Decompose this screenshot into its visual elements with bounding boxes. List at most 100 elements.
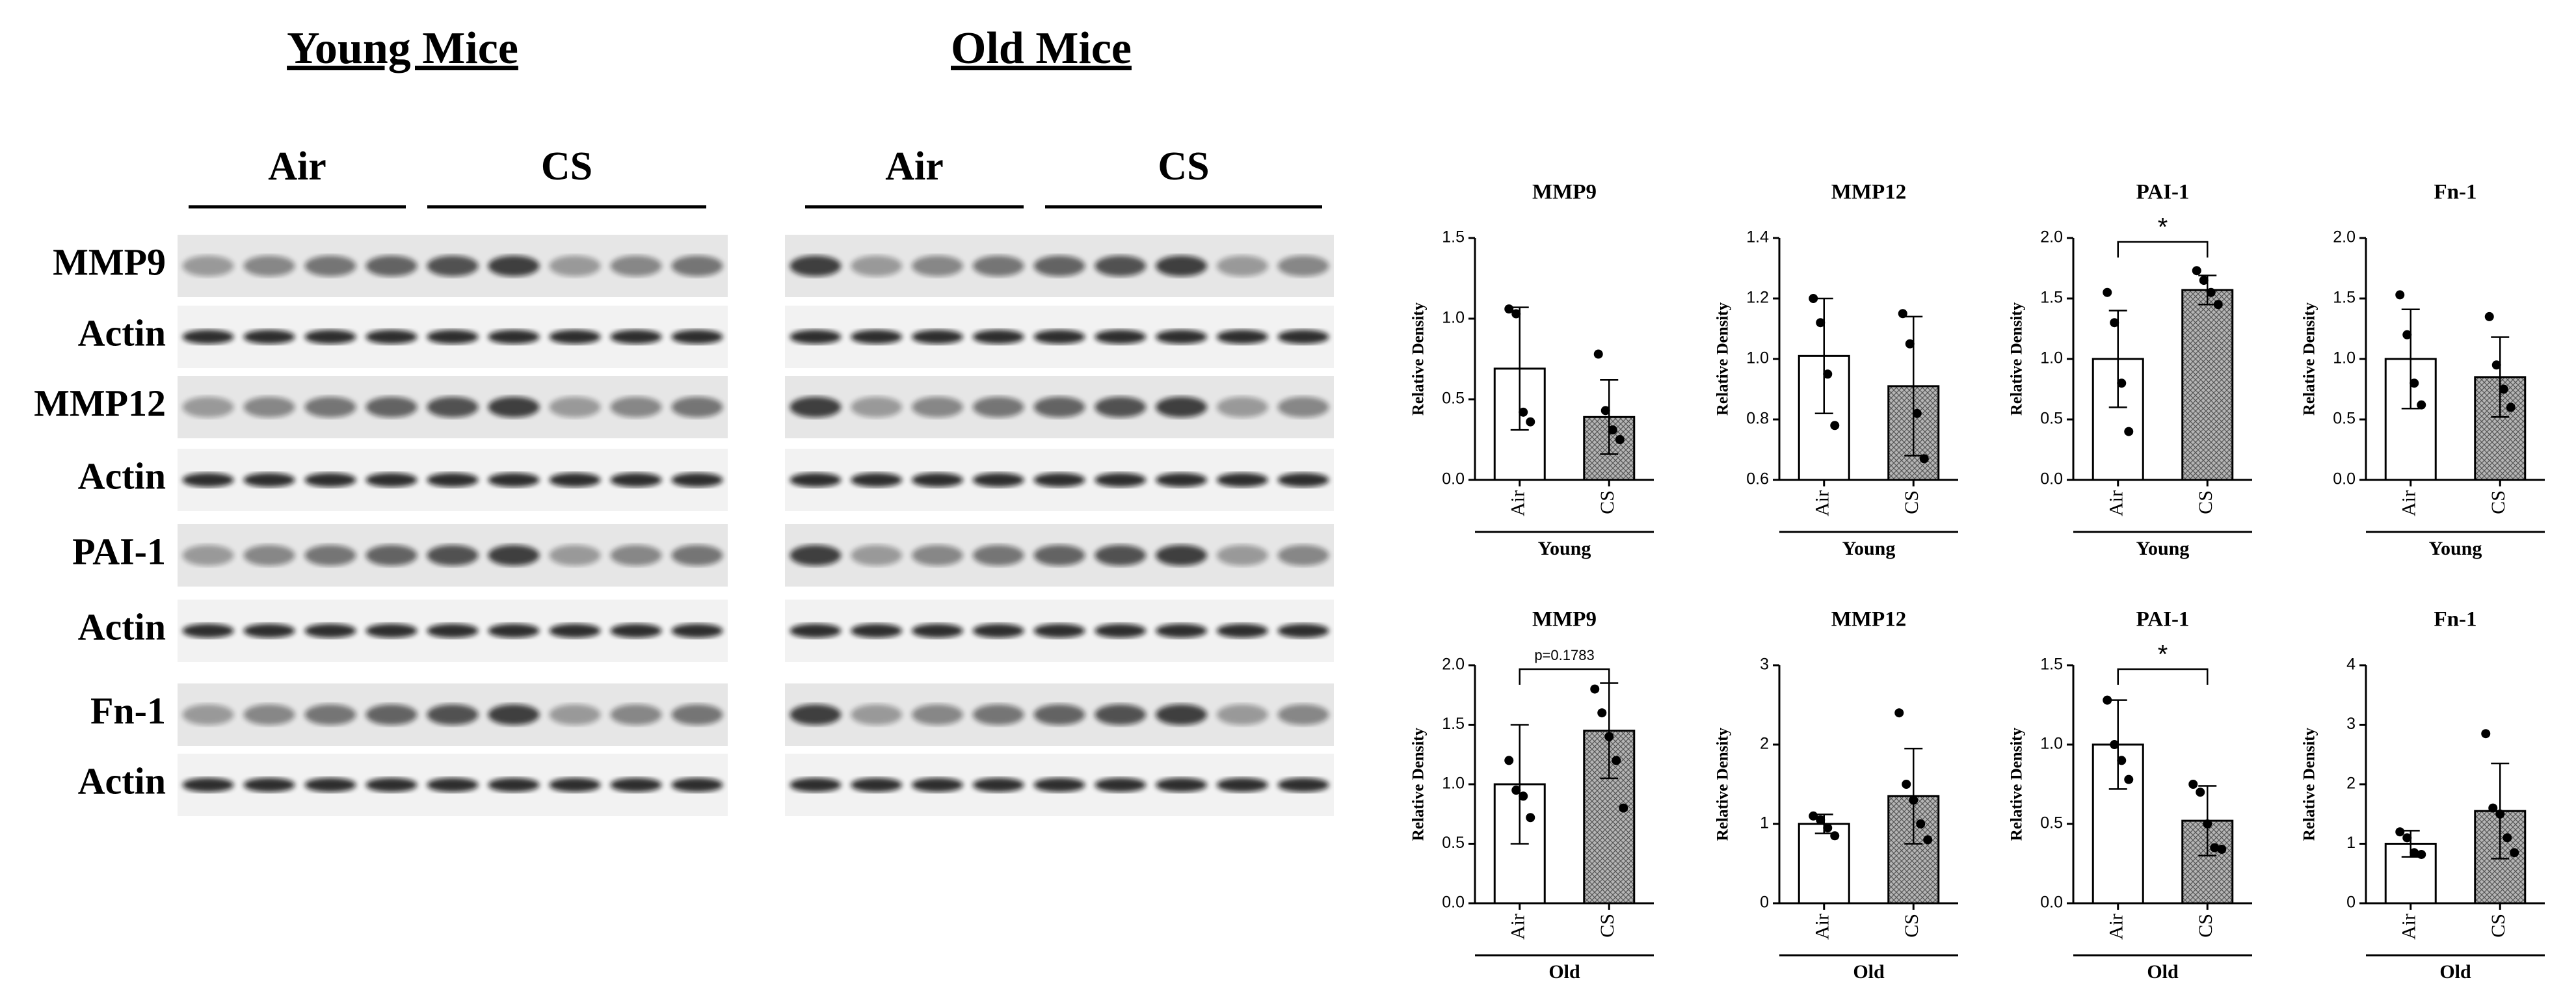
blot-band <box>912 704 963 725</box>
y-axis-label: Relative Density <box>2008 302 2026 416</box>
data-point <box>2199 276 2209 285</box>
blot-band <box>671 704 723 725</box>
data-point <box>2110 740 2119 749</box>
data-point <box>2124 774 2134 784</box>
data-point <box>1597 708 1607 718</box>
blot-band <box>1216 256 1268 276</box>
group-label: CS <box>541 144 592 189</box>
blot-band <box>488 545 540 566</box>
y-tick-label: 1.0 <box>2040 735 2063 753</box>
blot-band <box>851 256 903 276</box>
y-tick-label: 0.0 <box>2040 470 2063 488</box>
y-tick-label: 0.0 <box>2333 470 2356 488</box>
blot-band <box>1095 397 1147 417</box>
significance-bracket <box>2117 241 2209 258</box>
data-point <box>2103 287 2112 297</box>
blot-band <box>182 704 234 725</box>
blot-band <box>243 397 295 417</box>
data-point <box>1809 294 1818 303</box>
x-tick-label: CS <box>2488 914 2509 938</box>
blot-band <box>671 330 723 344</box>
data-point <box>2402 330 2412 339</box>
blot-band <box>1277 256 1329 276</box>
data-point <box>2213 300 2223 310</box>
blot-band <box>1277 473 1329 487</box>
blot-band <box>1277 704 1329 725</box>
blot-band <box>972 624 1024 638</box>
y-tick-label: 1.5 <box>2040 655 2063 674</box>
significance-bracket <box>2117 668 2209 685</box>
blot-band <box>549 397 601 417</box>
row-label: PAI-1 <box>72 530 166 572</box>
data-point <box>1619 803 1628 813</box>
y-tick-label: 1.2 <box>1746 289 1769 307</box>
blot-band <box>1033 397 1085 417</box>
y-tick-label: 0.5 <box>2333 410 2356 428</box>
blot-band <box>851 704 903 725</box>
blot-band <box>912 778 963 792</box>
data-point <box>1898 309 1907 319</box>
blot-band <box>1156 704 1207 725</box>
error-bar <box>1510 724 1529 845</box>
error-bar <box>1814 297 1833 414</box>
blot-band <box>1216 397 1268 417</box>
y-tick-label: 1.0 <box>2040 349 2063 367</box>
blot-band <box>427 624 479 638</box>
blot-band <box>549 330 601 344</box>
blot-band <box>549 545 601 566</box>
data-point <box>1504 756 1514 765</box>
blot-band <box>427 545 479 566</box>
blot-band <box>243 473 295 487</box>
blot-band <box>1033 330 1085 344</box>
blot-band <box>1216 704 1268 725</box>
blot-band <box>671 778 723 792</box>
data-point <box>2395 290 2405 300</box>
y-tick-label: 0.0 <box>2040 893 2063 912</box>
blot-band <box>1095 778 1147 792</box>
blot-band <box>365 624 418 638</box>
blot-band <box>912 256 963 276</box>
data-point <box>2117 756 2127 765</box>
blot-band <box>851 397 903 417</box>
significance-label: * <box>2158 213 2168 242</box>
y-tick-label: 0.5 <box>2040 410 2063 428</box>
blot-band <box>912 545 963 566</box>
blot-band <box>243 545 295 566</box>
row-label: MMP9 <box>53 241 166 283</box>
x-tick-label: CS <box>2488 490 2509 514</box>
blot-band <box>1156 256 1207 276</box>
data-point <box>2217 845 2227 854</box>
blot-band <box>243 256 295 276</box>
blot-band <box>182 330 234 344</box>
significance-label: * <box>2158 641 2168 669</box>
blot-band <box>304 704 356 725</box>
group-label: Young <box>2136 538 2190 559</box>
blot-band <box>1216 330 1268 344</box>
blot-band <box>488 704 540 725</box>
data-point <box>1830 831 1840 841</box>
significance-label: p=0.1783 <box>1534 647 1594 663</box>
group-label: Air <box>268 144 326 189</box>
data-point <box>2402 833 2412 843</box>
blot-band <box>790 256 842 276</box>
row-label: Fn-1 <box>90 689 166 732</box>
y-tick-label: 3 <box>2346 715 2356 733</box>
blot-band <box>610 704 662 725</box>
data-point <box>2503 833 2512 843</box>
blot-band <box>790 330 842 344</box>
data-point <box>2417 849 2426 859</box>
blot-band <box>1095 256 1147 276</box>
blot-band <box>427 473 479 487</box>
chart-title: MMP12 <box>1831 181 1906 204</box>
data-point <box>1816 815 1826 825</box>
blot-band <box>972 778 1024 792</box>
blot-band <box>1156 397 1207 417</box>
data-point <box>2117 378 2127 388</box>
row-label: Actin <box>78 605 166 648</box>
blot-band <box>1033 778 1085 792</box>
blot-band <box>912 330 963 344</box>
y-tick-label: 0 <box>1760 893 1769 912</box>
x-tick-label: CS <box>1901 914 1922 938</box>
data-point <box>1923 835 1933 845</box>
